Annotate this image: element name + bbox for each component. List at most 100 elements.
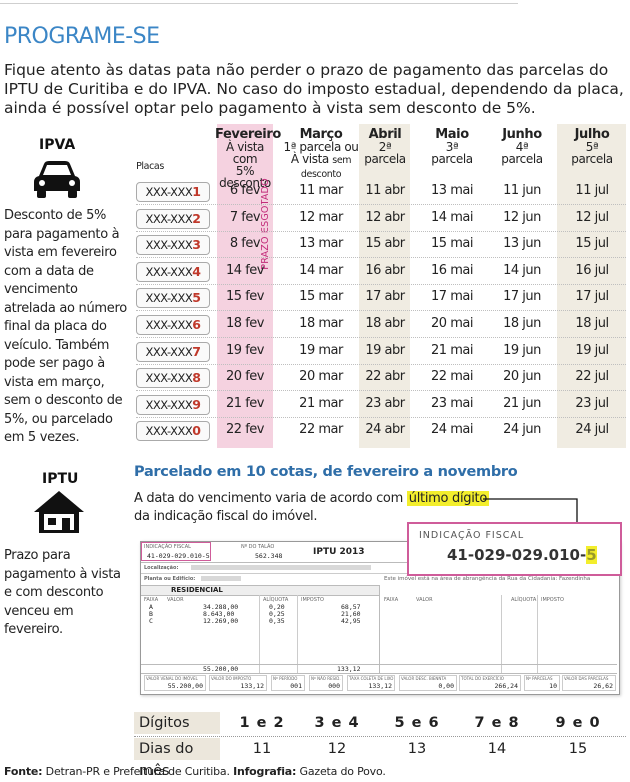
due-date: 21 jun [503,395,541,411]
due-date: 17 jul [575,289,609,305]
doc-faixa: C [149,617,153,625]
column-sub2-text: 5% desconto [219,164,271,190]
plate-final-digit: 9 [192,396,201,412]
due-date: 16 mai [431,262,473,278]
due-date: 19 jul [575,342,609,358]
doc-aliquota-head-2: ALÍQUOTA [511,597,537,603]
column-sub2-text: parcela [364,152,406,166]
due-date: 22 jul [575,369,609,385]
due-date: 21 fev [226,395,264,411]
digit-pair: 1 e 2 [239,715,285,731]
doc-footer-label: Nº PERÍODO [273,676,298,681]
iptu-digits-table: Dígitos Dias do mês 1 e 2 11 3 e 4 12 5 e 6 1… [134,712,626,779]
due-day: 14 [487,741,507,757]
column-header: Fevereiro À vista com 5% desconto [215,128,281,191]
due-date: 12 jul [575,209,609,225]
plate-final-digit: 8 [192,370,201,386]
doc-footer-label: VALOR VENAL DO IMÓVEL [146,676,198,681]
plate-text: XXX-XXX [145,344,193,359]
dias-label: Dias do mês [134,738,220,779]
plate-box: XXX-XXX5 [136,288,210,309]
doc-valor-head: VALOR [167,597,184,603]
due-date: 20 mai [431,316,473,331]
doc-footer-field: TAXA COLETA DE LIXO 133,12 [347,675,395,691]
doc-aliquota: 0,25 [269,610,285,618]
due-date: 24 jun [503,422,541,438]
due-date: 16 abr [365,262,405,278]
due-date: 14 mai [431,209,473,225]
indicacao-fiscal-box [141,542,211,561]
due-date: 18 abr [365,316,405,331]
plate-box: XXX-XXX7 [136,341,210,362]
due-date: 13 mai [431,183,473,198]
due-date: 20 mar [299,369,343,385]
plate-text: XXX-XXX [145,185,193,199]
doc-footer-field: Nº PARCELAS 10 [524,675,560,691]
doc-faixa: B [149,610,153,618]
iptu-note: Prazo para pagamento à vista e com desco… [4,548,121,637]
column-sub2: parcela [359,153,411,167]
column-header: Maio 3ª parcela [422,127,482,167]
top-rule [0,3,518,4]
due-date: 13 jun [503,236,541,252]
due-date: 21 mar [299,395,343,411]
intro-text: Fique atento às datas pata não perder o … [4,61,624,117]
doc-footer-field: Nº NÃO RESID. 000 [309,675,343,691]
due-date: 11 mar [299,183,343,198]
due-date: 22 abr [365,369,405,385]
doc-localizacao: Localização: [144,565,179,571]
plate-final-digit: 1 [192,184,201,199]
doc-imposto: 68,57 [341,603,361,611]
page-title: PROGRAME-SE [4,24,160,49]
plate-row: XXX-XXX7 19 fev 19 mar 19 abr 21 mai 19 jun 19… [0,338,630,365]
doc-ind-label: INDICAÇÃO FISCAL [144,544,191,550]
iptu-subtext-after: da indicação fiscal do imóvel. [134,509,318,524]
row-divider [136,363,626,365]
zoom-digit-highlight: 5 [586,546,597,564]
column-sub2-text: À vista [290,152,333,166]
doc-valor: 34.288,00 [203,603,239,611]
plate-final-digit: 3 [192,237,201,253]
zoom-label: INDICAÇÃO FISCAL [419,530,525,541]
doc-total-imposto: 133,12 [337,665,361,673]
column-sub2: 5% desconto [215,165,275,191]
plate-box: XXX-XXX2 [136,208,210,229]
column-header: Julho 5ª parcela [561,128,623,167]
due-date: 6 fev [229,183,261,198]
plate-text: XXX-XXX [145,264,193,279]
doc-imposto: 42,95 [341,617,361,625]
abril-column-bg [359,124,410,448]
plate-box: XXX-XXX9 [136,394,210,415]
doc-faixa: A [149,603,153,611]
plate-text: XXX-XXX [145,238,193,253]
column-sub1: 5ª [585,140,599,154]
plate-row: XXX-XXX0 22 fev 22 mar 24 abr 24 mai 24 jun 24… [0,417,630,443]
due-date: 12 abr [365,209,405,225]
plate-final-digit: 2 [192,210,201,226]
due-date: 11 jul [575,183,609,198]
doc-footer-label: TAXA COLETA DE LIXO [349,676,394,681]
doc-imposto: 21,60 [341,610,361,618]
doc-footer-value: 26,62 [593,682,613,690]
column-sub1: 2ª [378,140,392,154]
doc-residencial: RESIDENCIAL [171,586,223,594]
doc-footer-label: VALOR DAS PARCELAS [564,676,609,681]
doc-area-text: Este imóvel está na área de abrangência … [384,576,591,582]
column-title: Maio [435,127,469,142]
due-date: 17 jun [503,289,541,305]
column-sub2: parcela [492,153,552,167]
due-day: 15 [568,741,588,757]
plate-box: XXX-XXX3 [136,235,210,256]
column-sub1: 1ª parcela ou [283,140,359,154]
prazo-esgotado-label: PRAZO ESGOTADO [253,178,275,270]
due-date: 23 mai [431,395,473,411]
iptu-subtext-before: A data do vencimento varia de acordo com [134,491,407,506]
plate-text: XXX-XXX [145,397,193,412]
row-divider [136,390,626,392]
doc-aliquota-head: ALÍQUOTA [263,597,289,603]
doc-imposto-head: IMPOSTO [301,597,324,603]
car-icon [31,158,83,200]
doc-talao-value: 562.348 [255,552,283,560]
column-sub2: À vista sem desconto [281,153,361,181]
doc-valor: 12.269,00 [203,617,239,625]
